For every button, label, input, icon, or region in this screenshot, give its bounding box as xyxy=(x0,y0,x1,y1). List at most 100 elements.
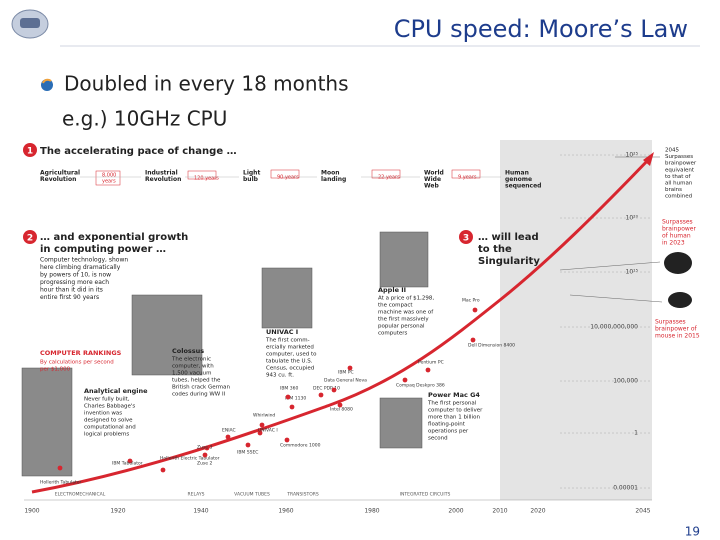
rankings-subtitle: By calculations per second xyxy=(40,360,114,366)
callout-text: computer to deliver xyxy=(428,408,483,414)
callout-text: designed to solve xyxy=(84,418,133,424)
machine-dot xyxy=(425,367,431,373)
timeline-gap: years xyxy=(102,179,116,185)
scale-label: 10²⁰ xyxy=(626,215,639,222)
machine-label: Commodore 1000 xyxy=(280,443,321,449)
machine-label: Intel 8080 xyxy=(330,407,353,413)
era-label: TRANSISTORS xyxy=(286,492,319,498)
callout-text: Charles Babbage's xyxy=(84,404,135,410)
section-title: … will lead xyxy=(478,232,539,243)
machine-dot xyxy=(470,337,476,343)
brain-icon xyxy=(664,252,692,274)
year-label: 1980 xyxy=(364,508,379,515)
era-label: ELECTROMECHANICAL xyxy=(55,492,106,498)
callout-text: ercially marketed xyxy=(266,345,314,351)
section-number: 1 xyxy=(27,147,33,157)
section-badge xyxy=(23,143,37,157)
callout-text: tubes, helped the xyxy=(172,378,221,384)
machine-label: Hollerith Electric Tabulator xyxy=(160,456,220,462)
year-label: 1960 xyxy=(278,508,293,515)
section-text: entire first 90 years xyxy=(40,294,99,301)
timeline-gap-box xyxy=(451,169,481,179)
era-label: INTEGRATED CIRCUITS xyxy=(400,492,451,498)
year-label: 1940 xyxy=(193,508,208,515)
machine-dot xyxy=(204,445,210,451)
callout-text: Never fully built, xyxy=(84,397,130,403)
timeline-event: World xyxy=(424,170,444,177)
timeline-event: bulb xyxy=(243,176,259,183)
timeline-event: genome xyxy=(505,176,532,183)
timeline-event: Human xyxy=(505,170,529,177)
computer-photo xyxy=(131,294,203,376)
machine-dot xyxy=(402,377,408,383)
computer-photo xyxy=(21,367,73,477)
section-title: Singularity xyxy=(478,256,540,267)
section-text: progressing more each xyxy=(40,279,109,286)
callout-text: popular personal xyxy=(378,324,425,330)
year-label: 2045 xyxy=(635,508,650,515)
callout-text: computational and xyxy=(84,425,136,431)
machine-dot xyxy=(57,465,63,471)
callout-text: second xyxy=(428,436,448,442)
timeline-gap: 8,000 xyxy=(102,173,116,179)
section-number: 3 xyxy=(463,234,469,244)
timeline-gap-box xyxy=(270,169,300,179)
callout-text: The electronic xyxy=(171,357,211,363)
milestone: combined xyxy=(665,194,692,200)
callout-name: Apple II xyxy=(378,286,406,294)
timeline-event: Revolution xyxy=(40,176,76,183)
section-text: hour than it did in its xyxy=(40,287,103,294)
machine-dot xyxy=(245,442,251,448)
milestone: Surpasses xyxy=(662,219,693,226)
computer-photo xyxy=(379,231,429,288)
milestone: mouse in 2015 xyxy=(655,333,700,340)
computer-photo xyxy=(379,397,423,449)
section-text: here climbing dramatically xyxy=(40,264,121,271)
scale-label: 100,000 xyxy=(613,378,638,385)
machine-dot xyxy=(160,467,166,473)
machine-label: Dell Dimension 8400 xyxy=(468,343,515,349)
timeline-gap-box xyxy=(95,170,121,186)
timeline-event: Agricultural xyxy=(40,170,80,177)
timeline-event: Revolution xyxy=(145,176,181,183)
machine-dot xyxy=(347,365,353,371)
section-text: Computer technology, shown xyxy=(40,257,128,264)
machine-label: ENIAC xyxy=(222,428,236,434)
machine-label: DEC PDP-10 xyxy=(313,386,340,392)
year-label: 1920 xyxy=(110,508,125,515)
section-number: 2 xyxy=(27,234,33,244)
timeline-gap: 120 years xyxy=(194,176,219,182)
infographic-content: 1 2 3 The accelerating pace of change … … an… xyxy=(21,143,700,515)
year-label: 2010 xyxy=(492,508,507,515)
callout-text: more than 1 billion xyxy=(428,415,480,421)
year-label: 2020 xyxy=(530,508,545,515)
section-badge xyxy=(23,230,37,244)
scale-label: 0.00001 xyxy=(613,485,638,492)
computer-photo xyxy=(261,267,313,329)
milestone: brainpower xyxy=(662,226,697,233)
machine-dot xyxy=(337,402,343,408)
callout-text: the compact xyxy=(378,303,413,309)
milestone: of human xyxy=(662,233,691,240)
callout-name: Analytical engine xyxy=(84,387,148,395)
callout-text: Census, occupied xyxy=(266,366,314,372)
era-label: VACUUM TUBES xyxy=(234,492,270,498)
machine-label: IBM PC xyxy=(338,370,354,376)
machine-dot xyxy=(284,437,290,443)
callout-text: The first comm- xyxy=(265,338,310,344)
scale-label: 10²⁵ xyxy=(626,152,639,159)
logo xyxy=(11,9,49,39)
bullet: e.g.) 10GHz CPU xyxy=(62,107,227,131)
page-number: 19 xyxy=(685,525,700,539)
machine-dot xyxy=(285,394,291,400)
callout-text: computers xyxy=(378,331,408,337)
machine-label: Compaq Deskpro 386 xyxy=(396,383,445,389)
milestone: equivalent xyxy=(665,167,695,173)
callout-text: logical problems xyxy=(84,432,129,438)
section-title: The accelerating pace of change … xyxy=(40,146,237,157)
year-label: 2000 xyxy=(448,508,463,515)
scale-label: 10,000,000,000 xyxy=(590,324,638,331)
milestone: brainpower xyxy=(665,161,697,167)
rankings-title: COMPUTER RANKINGS xyxy=(40,349,122,357)
timeline-event: Industrial xyxy=(145,170,178,177)
